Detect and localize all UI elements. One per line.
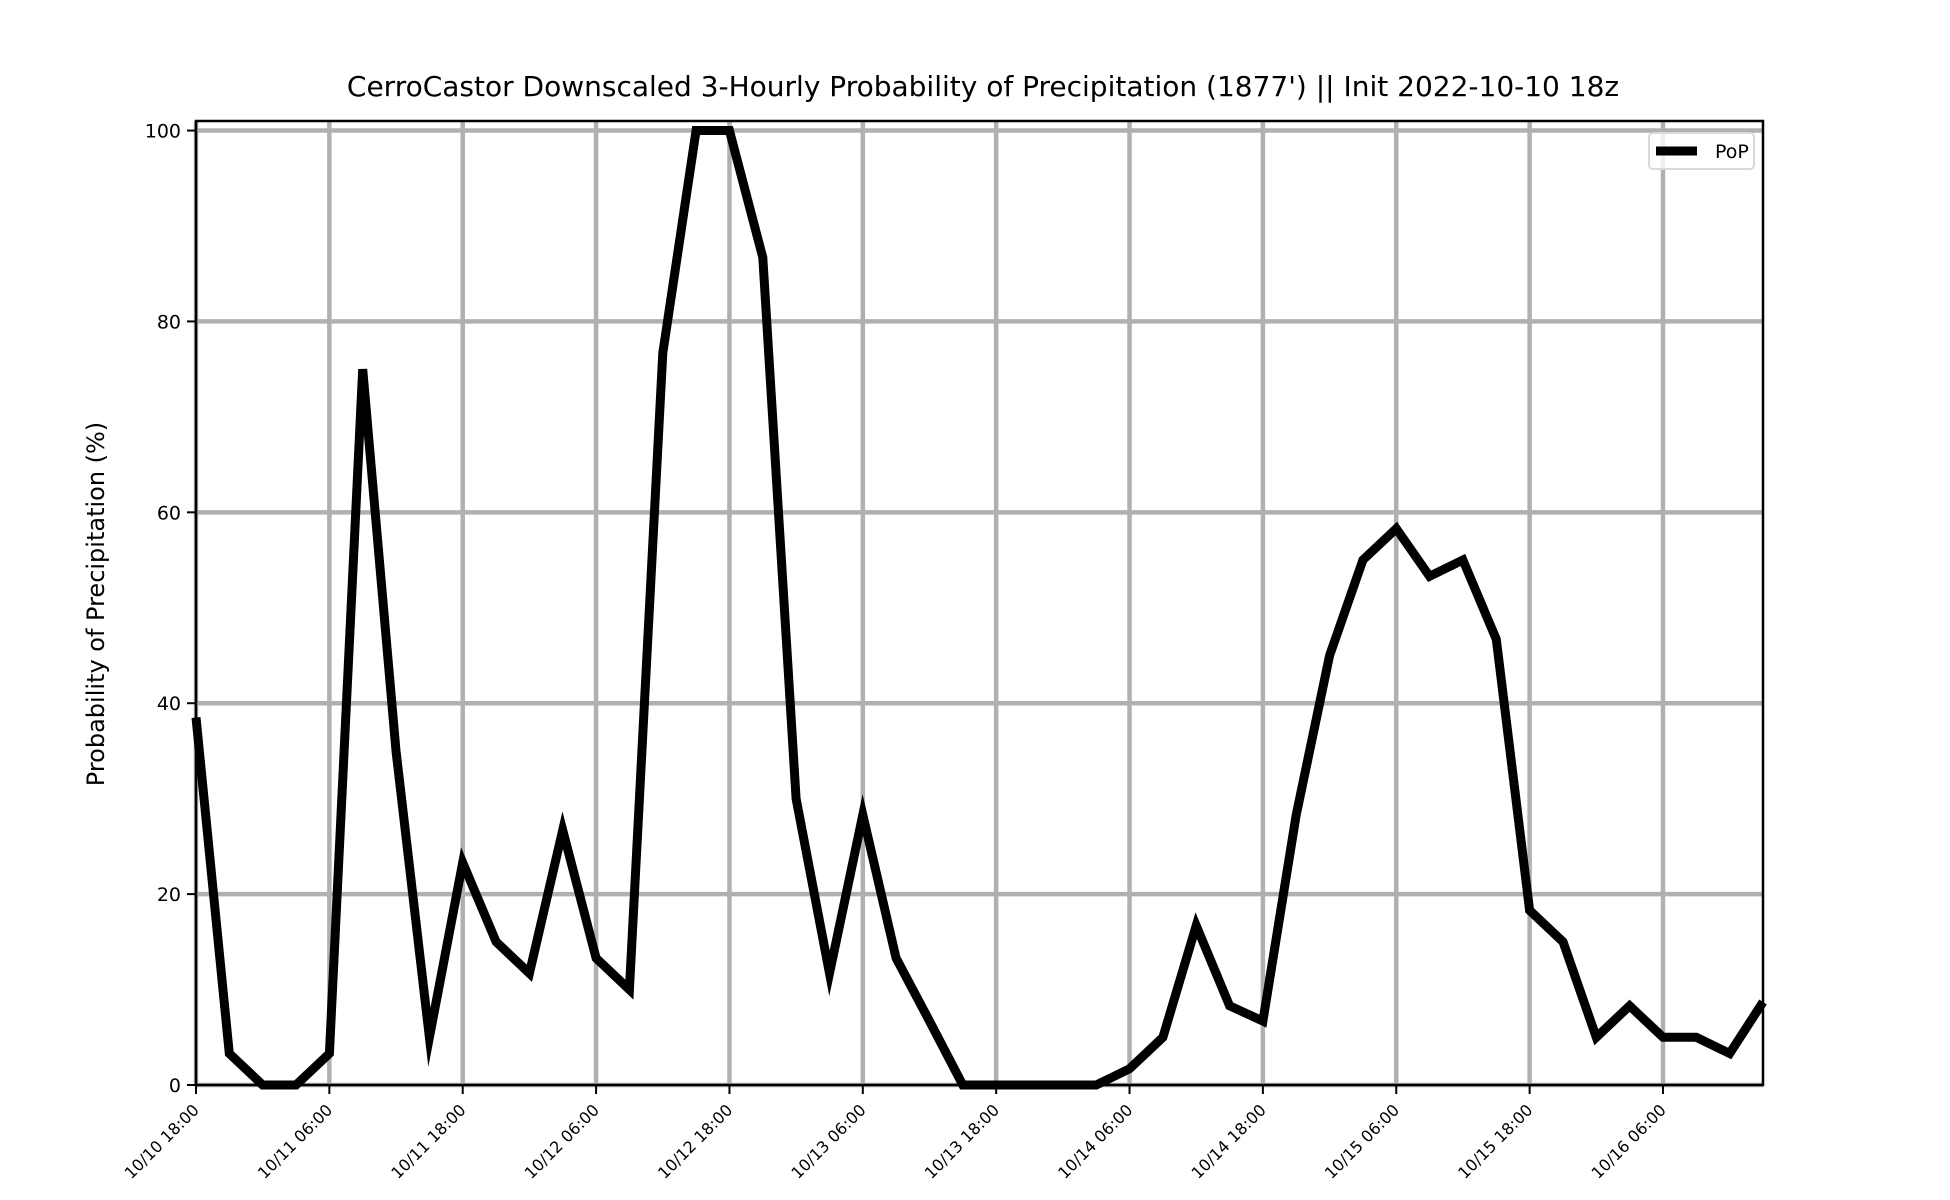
x-tick-label: 10/16 06:00 bbox=[1588, 1100, 1670, 1182]
y-tick-label: 60 bbox=[157, 502, 181, 524]
legend-box bbox=[1648, 132, 1755, 170]
series-line-pop bbox=[191, 126, 1767, 1090]
x-tick-label: 10/10 18:00 bbox=[121, 1100, 203, 1182]
y-axis-label: Probability of Precipitation (%) bbox=[82, 422, 110, 786]
x-tick-label: 10/11 06:00 bbox=[254, 1100, 336, 1182]
x-tick-label: 10/13 06:00 bbox=[787, 1100, 869, 1182]
chart-title: CerroCastor Downscaled 3-Hourly Probabil… bbox=[347, 70, 1619, 103]
y-tick-label: 40 bbox=[157, 693, 181, 715]
x-tick-label: 10/11 18:00 bbox=[387, 1100, 469, 1182]
grid bbox=[193, 121, 1763, 1088]
x-tick-label: 10/12 06:00 bbox=[521, 1100, 603, 1182]
x-tick-label: 10/14 18:00 bbox=[1187, 1100, 1269, 1182]
y-tick-label: 20 bbox=[157, 884, 181, 906]
y-tick-label: 80 bbox=[157, 311, 181, 333]
x-tick-label: 10/15 18:00 bbox=[1454, 1100, 1536, 1182]
x-tick-label: 10/13 18:00 bbox=[921, 1100, 1003, 1182]
y-tick-label: 0 bbox=[169, 1075, 181, 1097]
series-layer bbox=[191, 126, 1767, 1090]
legend-label: PoP bbox=[1715, 141, 1749, 163]
x-tick-label: 10/15 06:00 bbox=[1321, 1100, 1403, 1182]
y-tick-label: 100 bbox=[145, 121, 181, 143]
axes: 0 20 40 60 80 100 10/10 18:00 10/11 06:00 10/11 … bbox=[121, 119, 1765, 1183]
x-tick-label: 10/12 18:00 bbox=[654, 1100, 736, 1182]
x-tick-label: 10/14 06:00 bbox=[1054, 1100, 1136, 1182]
legend: PoP bbox=[1648, 132, 1755, 170]
